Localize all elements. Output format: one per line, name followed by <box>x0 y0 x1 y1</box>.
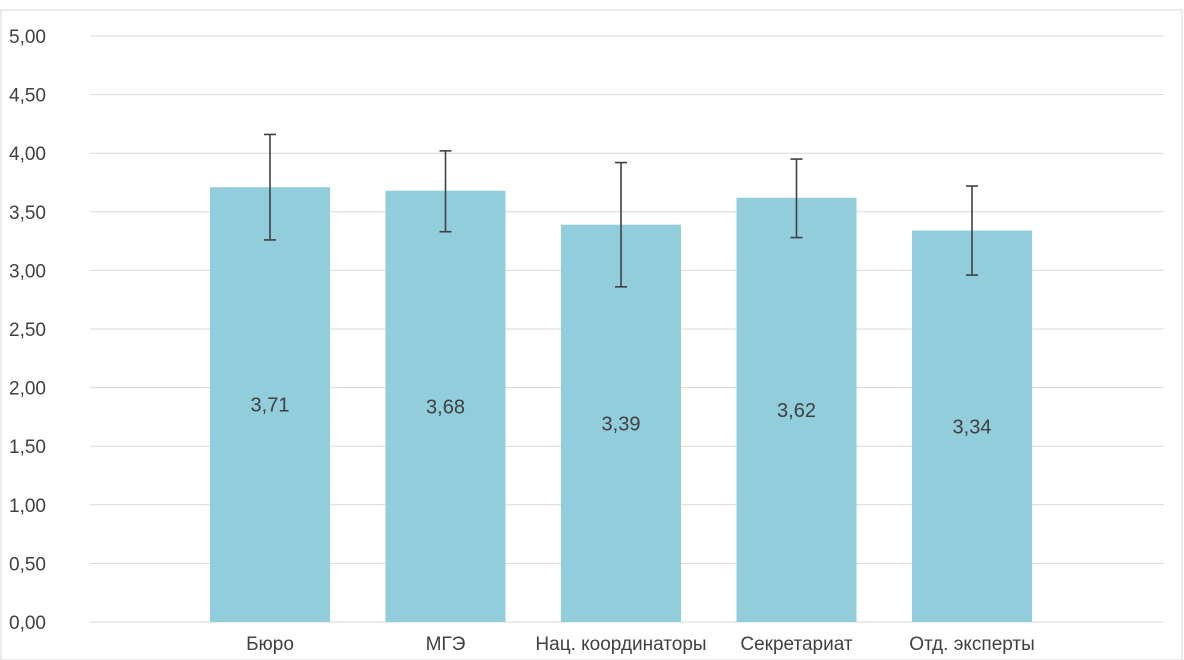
x-tick-label: МГЭ <box>426 634 466 655</box>
error-bars <box>264 133 978 288</box>
data-label: 3,39 <box>602 413 641 435</box>
bar <box>736 197 857 622</box>
y-tick-label: 2,00 <box>9 379 46 400</box>
bars <box>210 187 1032 623</box>
x-axis-tick-labels: Бюро МГЭ Нац. координаторы Секретариат Отд. … <box>246 634 1035 655</box>
bar <box>210 187 330 623</box>
data-label: 3,68 <box>426 396 465 418</box>
data-labels: 3,71 3,68 3,39 3,62 3,34 <box>251 395 992 439</box>
y-tick-label: 5,00 <box>9 27 46 48</box>
chart-border <box>0 9 1183 660</box>
x-tick-label: Бюро <box>246 634 294 655</box>
y-tick-label: 2,50 <box>9 320 46 341</box>
data-label: 3,62 <box>777 400 816 422</box>
y-axis-tick-labels: 0,00 0,50 1,00 1,50 2,00 2,50 3,00 3,50 4,00 4,50… <box>9 27 46 634</box>
y-tick-label: 3,00 <box>9 261 46 282</box>
x-tick-label: Отд. эксперты <box>909 634 1035 655</box>
bar <box>385 190 506 623</box>
y-tick-label: 1,50 <box>9 437 46 458</box>
data-label: 3,34 <box>953 416 992 438</box>
y-tick-label: 4,00 <box>9 144 46 165</box>
x-tick-label: Нац. координаторы <box>535 634 706 655</box>
y-tick-label: 4,50 <box>9 86 46 107</box>
x-tick-label: Секретариат <box>740 634 852 655</box>
y-tick-label: 1,00 <box>9 496 46 517</box>
bar <box>561 224 681 622</box>
bar <box>912 230 1032 622</box>
y-tick-label: 0,00 <box>9 613 46 634</box>
y-tick-label: 3,50 <box>9 203 46 224</box>
y-tick-label: 0,50 <box>9 554 46 575</box>
data-label: 3,71 <box>251 395 290 417</box>
